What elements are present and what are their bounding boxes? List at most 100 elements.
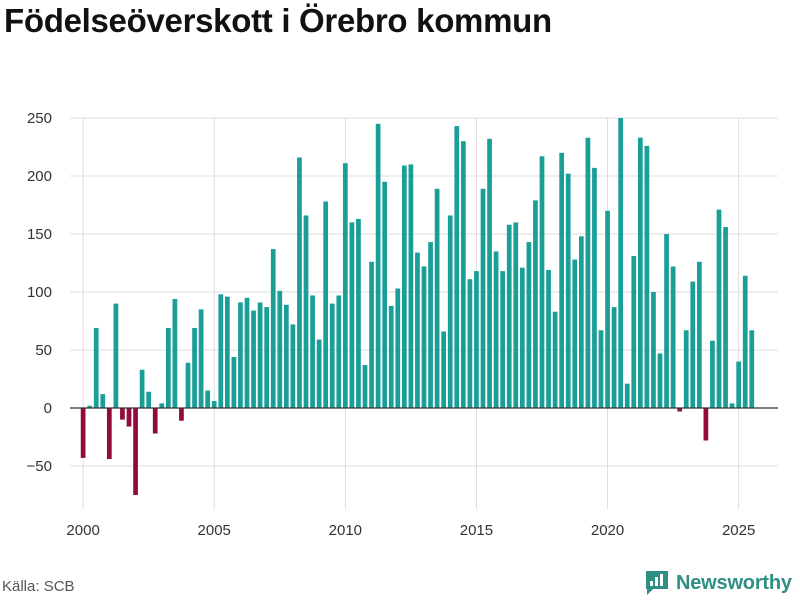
- bar-positive: [605, 210, 610, 408]
- bar-positive: [474, 271, 479, 408]
- x-tick-label: 2015: [460, 522, 493, 539]
- bar-negative: [703, 408, 709, 441]
- bar-positive: [441, 331, 447, 408]
- bar-positive: [493, 251, 499, 408]
- x-tick-label: 2020: [591, 522, 624, 539]
- bar-positive: [559, 152, 565, 408]
- bar-positive: [578, 236, 584, 408]
- bar-positive: [539, 156, 545, 408]
- bar-positive: [342, 163, 348, 408]
- bar-positive: [100, 394, 106, 408]
- bar-positive: [631, 256, 637, 408]
- bar-positive: [546, 269, 551, 408]
- bar-positive: [283, 304, 289, 408]
- bar-positive: [356, 218, 361, 408]
- bar-positive: [598, 330, 604, 408]
- bar-positive: [192, 327, 197, 408]
- bar-positive: [408, 164, 414, 408]
- bar-positive: [93, 327, 99, 408]
- bar-positive: [395, 288, 401, 408]
- bar-positive: [369, 261, 374, 408]
- x-tick-label: 2000: [66, 522, 99, 539]
- bar-positive: [323, 201, 329, 408]
- bar-positive: [585, 137, 591, 408]
- bar-positive: [146, 391, 152, 408]
- bar-positive: [336, 295, 342, 408]
- x-tick-label: 2025: [722, 522, 755, 539]
- bar-positive: [526, 242, 532, 408]
- bar-positive: [218, 294, 224, 408]
- bar-positive: [244, 297, 250, 408]
- bar-positive: [297, 157, 302, 408]
- bar-positive: [487, 138, 492, 408]
- chart-title: Födelseöverskott i Örebro kommun: [4, 2, 552, 39]
- bar-positive: [460, 141, 466, 408]
- bar-positive: [211, 401, 217, 408]
- bar-positive: [415, 252, 420, 408]
- bar-positive: [375, 123, 381, 409]
- bar-positive: [710, 340, 715, 408]
- axes: −50 0 50 100 150 200 250 2000 2005 2010 2015 2020 20…: [27, 110, 778, 539]
- bar-positive: [139, 369, 145, 408]
- bar-positive: [198, 309, 204, 408]
- bar-positive: [480, 188, 486, 408]
- bar-positive: [690, 281, 696, 408]
- y-tick-label: 200: [27, 168, 52, 185]
- bar-negative: [120, 408, 125, 420]
- bar-positive: [316, 339, 322, 408]
- bar-positive: [205, 390, 211, 408]
- bar-positive: [513, 222, 519, 408]
- bar-negative: [179, 408, 184, 421]
- bar-positive: [172, 298, 178, 408]
- source-note: Källa: SCB: [2, 578, 75, 595]
- bar-positive: [467, 279, 473, 408]
- bar-positive: [637, 137, 643, 408]
- bar-positive: [454, 126, 460, 409]
- y-tick-label: 100: [27, 284, 52, 301]
- bar-negative: [80, 408, 86, 458]
- bar-positive: [251, 310, 256, 408]
- bar-positive: [618, 118, 624, 408]
- bar-negative: [133, 408, 138, 495]
- bar-positive: [651, 292, 656, 408]
- bar-positive: [310, 295, 315, 408]
- bar-positive: [159, 403, 165, 408]
- bar-positive: [565, 173, 571, 408]
- bar-positive: [736, 361, 742, 408]
- bar-positive: [624, 383, 630, 408]
- bar-negative: [106, 408, 112, 460]
- y-tick-label: 250: [27, 110, 52, 127]
- bar-positive: [264, 307, 270, 408]
- bar-positive: [290, 324, 296, 408]
- bar-positive: [185, 362, 191, 408]
- bar-positive: [113, 303, 119, 408]
- bar-positive: [552, 311, 558, 408]
- bars: [80, 118, 755, 495]
- newsworthy-logo-icon: [646, 571, 668, 595]
- bar-positive: [696, 261, 702, 408]
- bar-positive: [644, 145, 650, 408]
- bar-positive: [749, 330, 755, 408]
- bar-positive: [428, 242, 433, 408]
- bar-positive: [238, 302, 243, 408]
- bar-positive: [519, 267, 525, 408]
- bar-positive: [165, 327, 171, 408]
- x-tick-label: 2010: [329, 522, 362, 539]
- bar-negative: [677, 408, 683, 412]
- bar-positive: [349, 222, 355, 408]
- bar-positive: [303, 215, 309, 408]
- y-tick-label: 0: [44, 400, 52, 417]
- bar-positive: [434, 188, 440, 408]
- y-tick-label: 150: [27, 226, 52, 243]
- bar-positive: [401, 165, 407, 408]
- bar-positive: [572, 259, 578, 408]
- bar-positive: [388, 305, 394, 408]
- bar-positive: [224, 296, 230, 408]
- bar-positive: [729, 403, 735, 408]
- bar-positive: [670, 266, 676, 408]
- bar-positive: [506, 224, 512, 408]
- bar-positive: [257, 302, 263, 408]
- y-tick-label: −50: [27, 458, 52, 475]
- brand-name: Newsworthy: [676, 571, 792, 594]
